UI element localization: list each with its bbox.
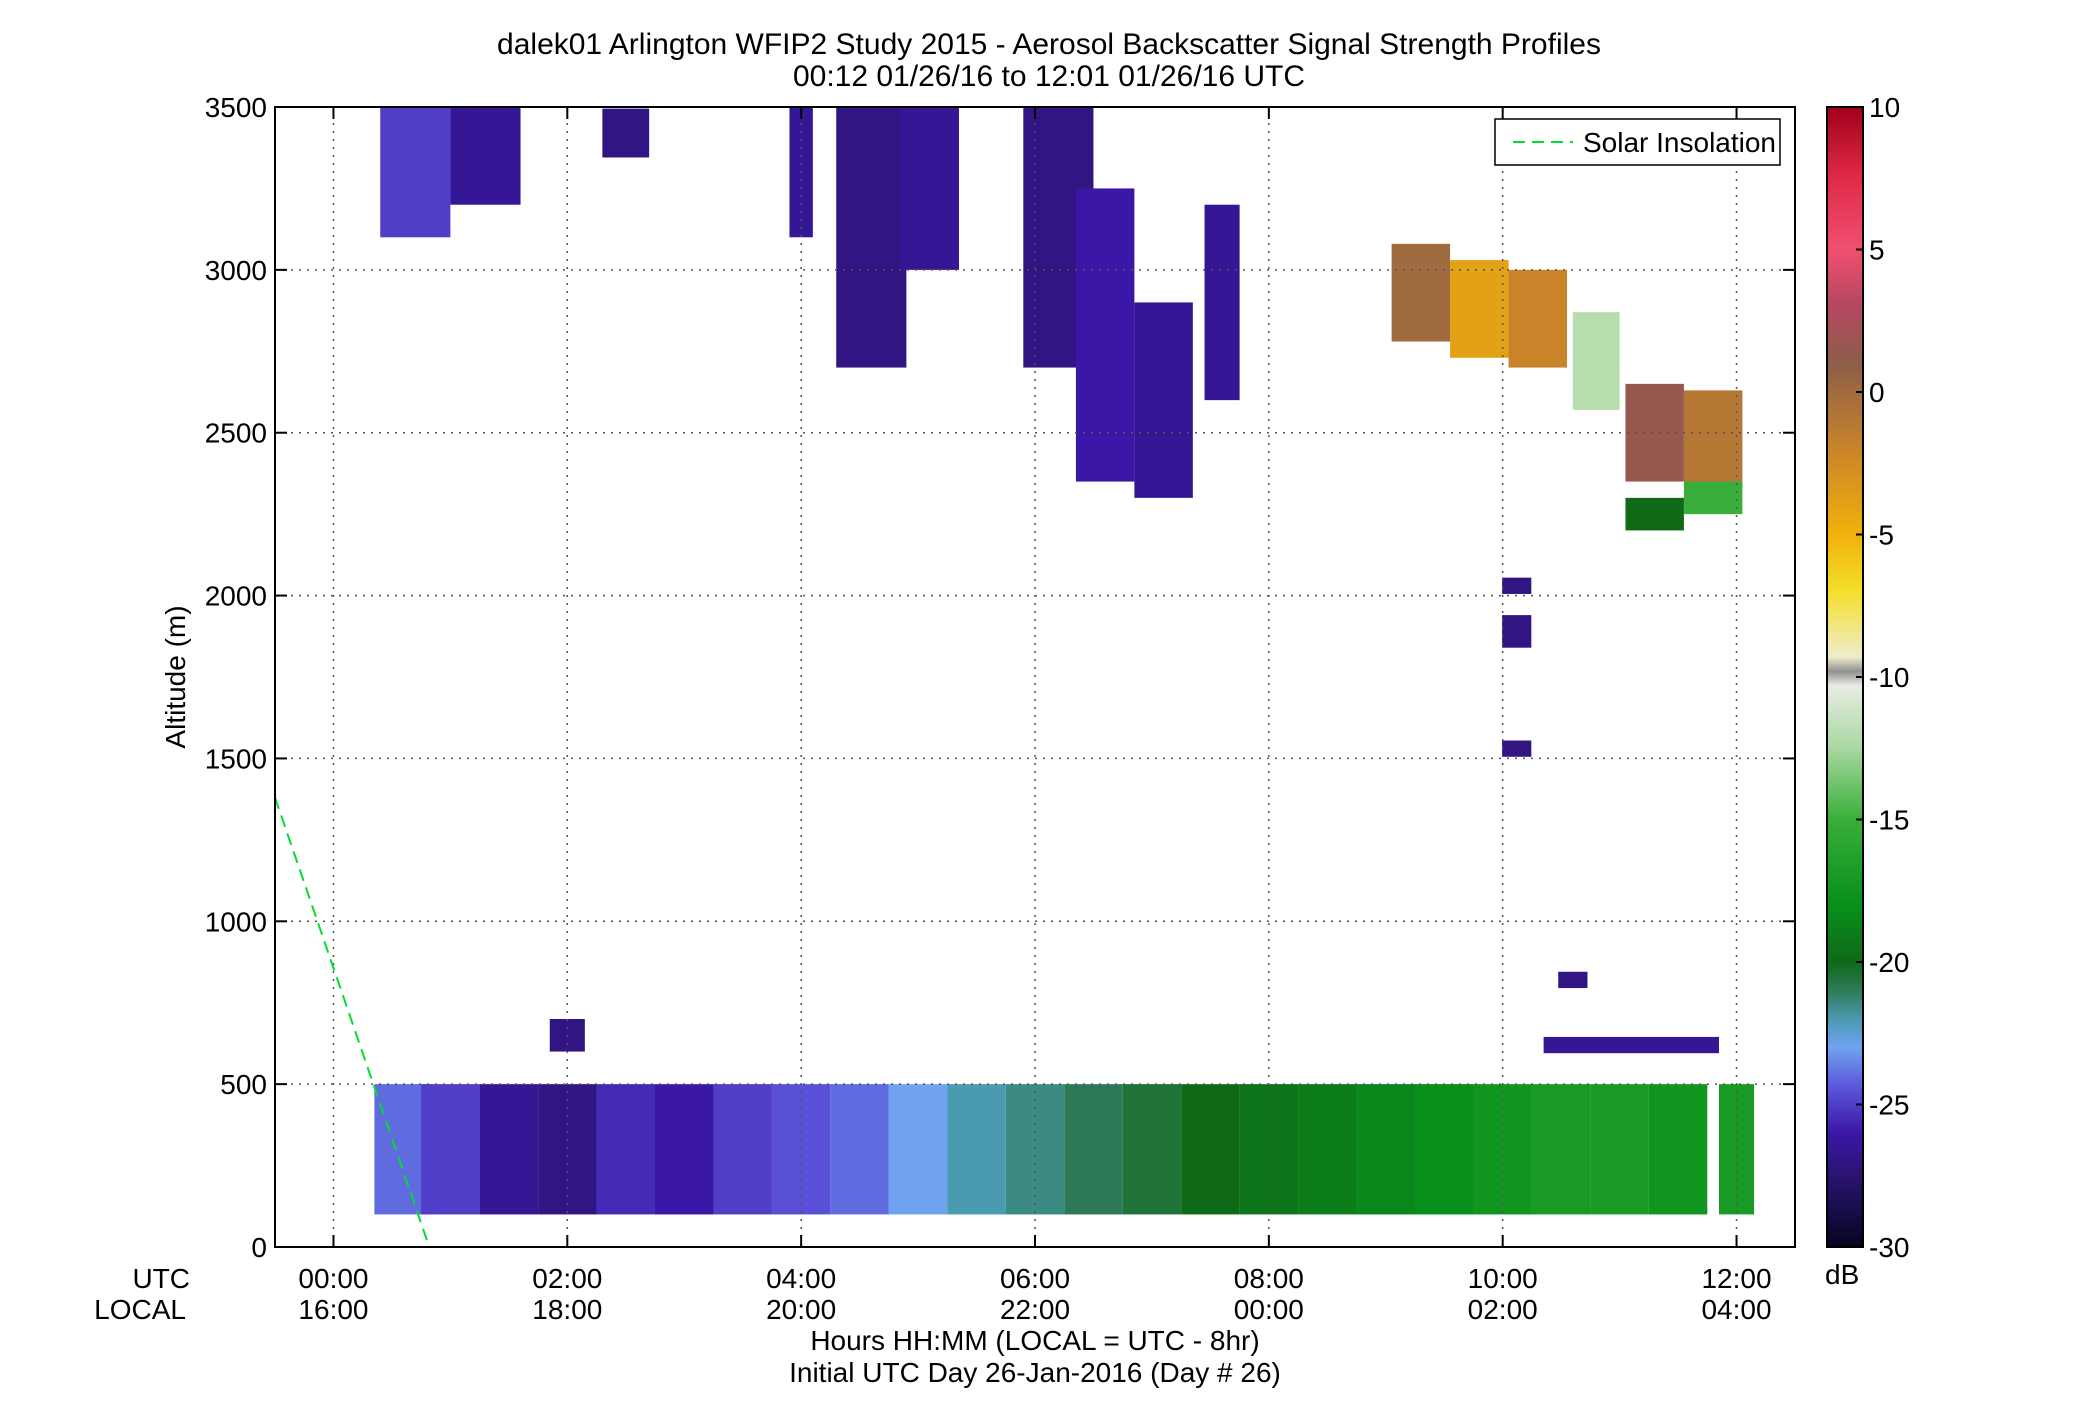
y-axis-label: Altitude (m) xyxy=(160,605,191,748)
heatmap-cell xyxy=(1572,312,1620,410)
heatmap-cell xyxy=(947,1084,1006,1215)
heatmap-cell xyxy=(1181,1084,1240,1215)
heatmap-cell xyxy=(538,1084,597,1215)
heatmap-cell xyxy=(713,1084,772,1215)
x-tick-label-utc: 04:00 xyxy=(766,1263,836,1294)
heatmap-cell xyxy=(1450,260,1509,358)
x-tick-label-utc: 08:00 xyxy=(1234,1263,1304,1294)
heatmap-cell xyxy=(1625,497,1684,531)
heatmap-cell xyxy=(450,107,521,205)
heatmap-cell xyxy=(1590,1084,1649,1215)
chart-title: dalek01 Arlington WFIP2 Study 2015 - Aer… xyxy=(497,28,1601,61)
y-tick-label: 0 xyxy=(251,1232,267,1263)
heatmap-cell xyxy=(1683,390,1743,489)
x-tick-label-local: 16:00 xyxy=(298,1294,368,1325)
colorbar-tick-label: -20 xyxy=(1869,947,1909,978)
y-tick-label: 500 xyxy=(220,1069,267,1100)
solar-insolation-line xyxy=(274,797,428,1241)
x-axis-label: Hours HH:MM (LOCAL = UTC - 8hr) xyxy=(810,1325,1259,1356)
chart-subtitle: 00:12 01/26/16 to 12:01 01/26/16 UTC xyxy=(792,60,1306,93)
heatmap-cell xyxy=(1005,1084,1065,1215)
x-tick-label-local: 02:00 xyxy=(1468,1294,1538,1325)
heatmap-cell xyxy=(1502,615,1532,648)
heatmap-cell xyxy=(771,1084,831,1215)
heatmap-cell xyxy=(836,107,907,368)
colorbar-tick-label: -30 xyxy=(1869,1232,1909,1263)
y-tick-label: 3000 xyxy=(205,255,267,286)
heatmap-cell xyxy=(1473,1084,1532,1215)
heatmap-cell xyxy=(1298,1084,1357,1215)
heatmap-cell xyxy=(602,108,650,158)
x-tick-label-local: 22:00 xyxy=(1000,1294,1070,1325)
x-row-label-local: LOCAL xyxy=(94,1294,186,1325)
x-tick-label-utc: 02:00 xyxy=(532,1263,602,1294)
heatmap-cell xyxy=(1075,188,1135,482)
heatmap-cell xyxy=(1683,481,1743,515)
y-tick-label: 2000 xyxy=(205,581,267,612)
heatmap-cell xyxy=(1531,1084,1591,1215)
x-tick-label-local: 04:00 xyxy=(1701,1294,1771,1325)
x-axis-label-2: Initial UTC Day 26-Jan-2016 (Day # 26) xyxy=(789,1357,1281,1388)
heatmap-cell xyxy=(479,1084,539,1215)
heatmap-cell xyxy=(596,1084,655,1215)
heatmap-cell xyxy=(1391,243,1451,342)
heatmap-cell xyxy=(655,1084,714,1215)
heatmap-cell xyxy=(1648,1084,1708,1215)
heatmap-cell xyxy=(1134,302,1193,498)
y-tick-label: 1000 xyxy=(205,906,267,937)
x-tick-label-local: 00:00 xyxy=(1234,1294,1304,1325)
x-tick-label-utc: 00:00 xyxy=(298,1263,368,1294)
x-tick-label-utc: 06:00 xyxy=(1000,1263,1070,1294)
heatmap-cell xyxy=(888,1084,948,1215)
x-tick-label-utc: 12:00 xyxy=(1701,1263,1771,1294)
x-row-label-utc: UTC xyxy=(132,1263,190,1294)
heatmap-cell xyxy=(1356,1084,1415,1215)
x-tick-label-local: 18:00 xyxy=(532,1294,602,1325)
y-tick-label: 1500 xyxy=(205,743,267,774)
y-tick-label: 2500 xyxy=(205,418,267,449)
heatmap-cell xyxy=(900,107,959,270)
x-tick-label-utc: 10:00 xyxy=(1468,1263,1538,1294)
heatmap-cell xyxy=(1122,1084,1182,1215)
heatmap-cell xyxy=(830,1084,889,1215)
heatmap-cell xyxy=(1508,269,1567,368)
colorbar-label: dB xyxy=(1825,1259,1859,1290)
heatmap-cell xyxy=(1558,971,1588,989)
x-tick-label-local: 20:00 xyxy=(766,1294,836,1325)
heatmap-cell xyxy=(1502,577,1532,594)
colorbar-tick-label: -15 xyxy=(1869,805,1909,836)
colorbar-tick-label: 0 xyxy=(1869,377,1885,408)
legend-label: Solar Insolation xyxy=(1583,127,1776,158)
heatmap-cell xyxy=(1239,1084,1299,1215)
heatmap-cell xyxy=(1415,1084,1474,1215)
heatmap-cell xyxy=(1204,204,1240,401)
colorbar-tick-label: 10 xyxy=(1869,92,1900,123)
colorbar-tick-label: -25 xyxy=(1869,1090,1909,1121)
y-tick-label: 3500 xyxy=(205,92,267,123)
heatmap-cell xyxy=(380,107,451,238)
heatmap-cell xyxy=(1064,1084,1123,1215)
heatmap-cell xyxy=(1719,1084,1755,1215)
colorbar-tick-label: -10 xyxy=(1869,662,1909,693)
heatmap-cell xyxy=(1543,1036,1719,1054)
colorbar-tick-label: -5 xyxy=(1869,520,1894,551)
heatmap-cell xyxy=(421,1084,480,1215)
colorbar-tick-label: 5 xyxy=(1869,235,1885,266)
heatmap-cell xyxy=(1502,740,1532,757)
